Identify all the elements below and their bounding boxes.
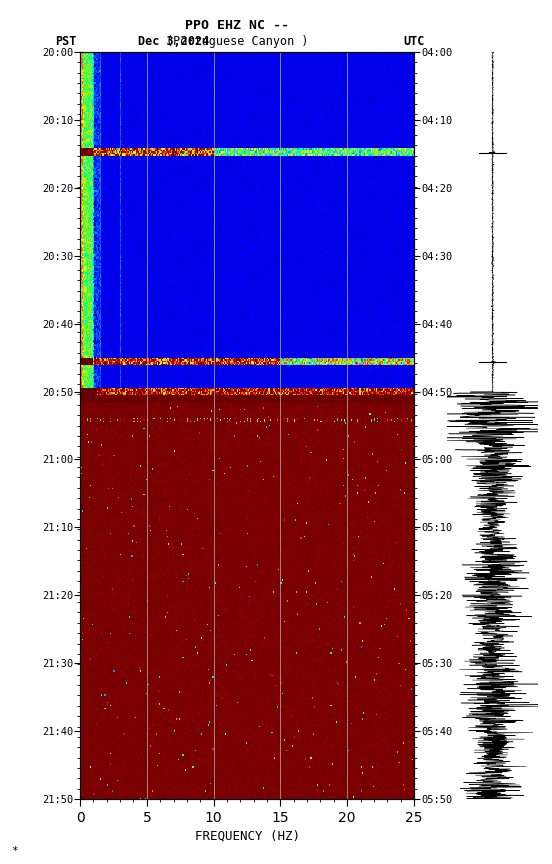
Text: UTC: UTC	[404, 35, 425, 48]
X-axis label: FREQUENCY (HZ): FREQUENCY (HZ)	[194, 829, 300, 842]
Text: PPO EHZ NC --: PPO EHZ NC --	[185, 19, 289, 32]
Text: Dec 3,2024: Dec 3,2024	[138, 35, 209, 48]
Text: PST: PST	[55, 35, 77, 48]
Text: *: *	[11, 846, 18, 855]
Text: (Portuguese Canyon ): (Portuguese Canyon )	[166, 35, 309, 48]
